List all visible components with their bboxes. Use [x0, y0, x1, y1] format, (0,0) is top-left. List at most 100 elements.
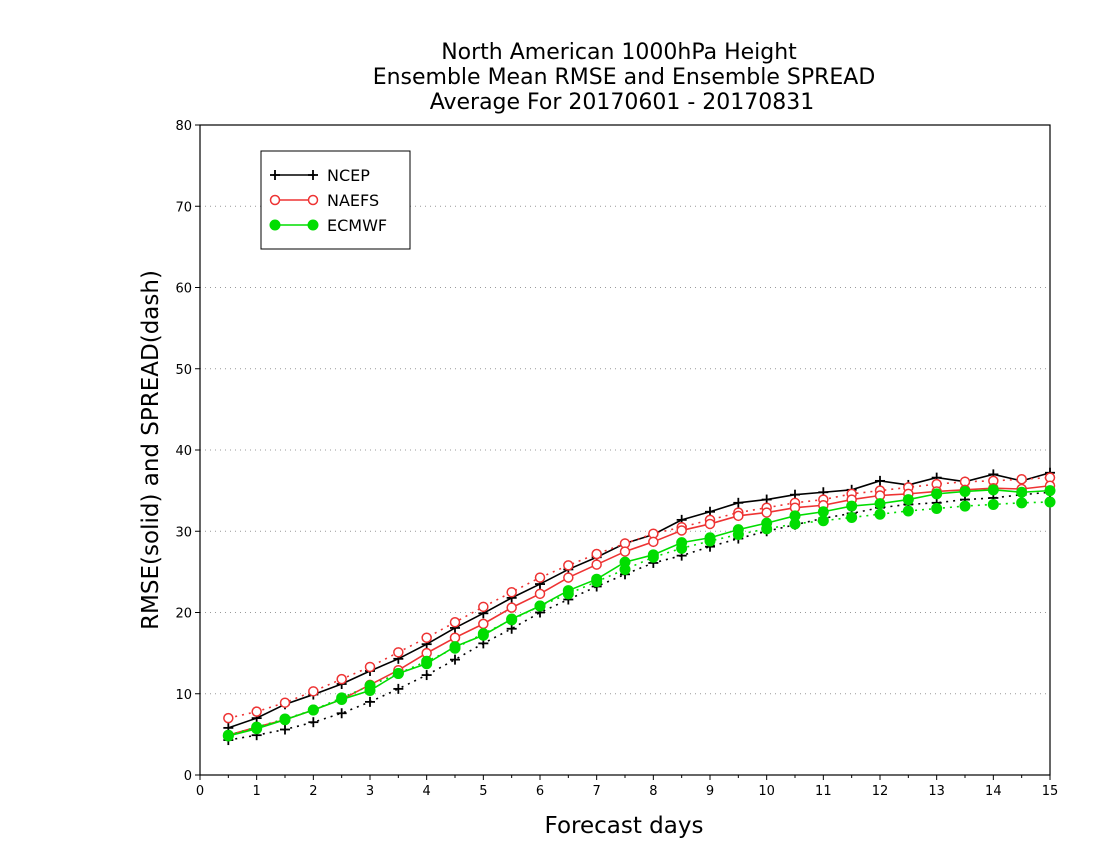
x-tick-label: 9 — [706, 784, 714, 799]
ncep-rmse-point — [733, 497, 744, 508]
x-tick-label: 5 — [479, 784, 487, 799]
ncep-spread-line — [228, 491, 1051, 741]
ecmwf-rmse-point — [449, 641, 461, 653]
naefs-rmse-point — [591, 559, 602, 570]
naefs-spread-point — [364, 661, 376, 673]
naefs-spread-point — [449, 617, 461, 628]
legend-marker — [308, 170, 318, 180]
ecmwf-rmse-point — [279, 714, 291, 726]
naefs-rmse-point — [534, 588, 546, 600]
ecmwf-rmse-point — [732, 524, 744, 536]
x-tick-label: 14 — [985, 784, 1002, 799]
x-axis-label: Forecast days — [545, 813, 704, 839]
y-tick-label: 60 — [175, 282, 192, 297]
title-line-3: Average For 20170601 - 20170831 — [430, 90, 815, 115]
ecmwf-rmse-point — [421, 658, 433, 670]
x-tick-label: 1 — [253, 784, 261, 799]
ecmwf-rmse-point — [704, 532, 716, 544]
ecmwf-spread-point — [902, 505, 914, 517]
ecmwf-spread-point — [987, 498, 999, 510]
plot-area — [222, 467, 1056, 746]
x-tick-label: 3 — [366, 784, 374, 799]
chart-title: North American 1000hPa Height Ensemble M… — [373, 40, 876, 115]
naefs-spread-point — [308, 686, 319, 697]
naefs-rmse-point — [733, 510, 744, 522]
y-tick-label: 80 — [175, 119, 192, 134]
ecmwf-spread-point — [1016, 497, 1028, 509]
ecmwf-rmse-point — [1044, 485, 1056, 497]
naefs-spread-point — [478, 601, 489, 613]
naefs-spread-point — [506, 586, 517, 598]
legend-entry-ncep: NCEP — [270, 166, 370, 185]
ecmwf-spread-line — [228, 501, 1051, 736]
ecmwf-rmse-line — [228, 489, 1051, 737]
ecmwf-rmse-point — [251, 723, 263, 735]
naefs-spread-point — [393, 647, 404, 658]
legend-marker — [307, 219, 319, 231]
ecmwf-rmse-point — [307, 704, 319, 716]
x-tick-label: 4 — [423, 784, 431, 799]
ncep-spread-point — [393, 683, 404, 694]
ecmwf-rmse-point — [647, 549, 659, 561]
ecmwf-spread-point — [931, 503, 943, 514]
ncep-spread-point — [421, 670, 432, 681]
legend-marker — [270, 170, 280, 180]
series-naefs — [223, 472, 1056, 741]
y-tick-label: 10 — [175, 688, 192, 703]
ecmwf-spread-point — [846, 511, 858, 523]
legend-entry-naefs: NAEFS — [269, 191, 379, 210]
ncep-rmse-point — [875, 475, 885, 486]
ecmwf-rmse-point — [534, 600, 546, 612]
ecmwf-rmse-point — [591, 573, 603, 585]
y-tick-label: 30 — [175, 525, 192, 540]
y-tick-label: 70 — [175, 200, 192, 215]
naefs-spread-point — [563, 560, 574, 571]
naefs-rmse-point — [648, 536, 659, 548]
ecmwf-rmse-point — [846, 500, 858, 512]
grid-lines — [200, 205, 1050, 695]
series-ecmwf — [222, 484, 1056, 742]
x-tick-label: 15 — [1042, 784, 1059, 799]
naefs-rmse-point — [506, 602, 517, 613]
legend-marker — [269, 194, 281, 206]
ecmwf-rmse-point — [987, 484, 999, 496]
title-line-1: North American 1000hPa Height — [441, 40, 797, 65]
ecmwf-spread-point — [874, 508, 886, 520]
naefs-rmse-line — [228, 484, 1051, 736]
ecmwf-spread-point — [1044, 496, 1056, 508]
ecmwf-rmse-point — [817, 506, 829, 518]
x-tick-label: 10 — [758, 784, 775, 799]
naefs-spread-point — [534, 572, 546, 583]
ncep-spread-point — [365, 696, 375, 707]
naefs-rmse-point — [676, 525, 687, 536]
ecmwf-rmse-point — [506, 613, 518, 625]
naefs-spread-point — [336, 673, 347, 685]
legend-label: NAEFS — [327, 191, 379, 210]
ecmwf-rmse-point — [676, 537, 688, 549]
ncep-spread-point — [280, 724, 290, 735]
ecmwf-spread-point — [959, 500, 971, 512]
ncep-spread-point — [506, 623, 517, 634]
ecmwf-rmse-point — [959, 485, 971, 497]
legend-marker — [307, 194, 319, 206]
ncep-spread-point — [336, 708, 347, 719]
ecmwf-rmse-point — [761, 517, 773, 529]
legend-entry-ecmwf: ECMWF — [269, 216, 387, 235]
naefs-rmse-point — [449, 632, 461, 643]
y-tick-label: 40 — [175, 444, 192, 459]
naefs-rmse-point — [704, 518, 716, 530]
legend-marker — [269, 219, 281, 231]
naefs-spread-line — [228, 476, 1051, 719]
x-tick-label: 12 — [872, 784, 889, 799]
ecmwf-rmse-point — [1016, 486, 1028, 498]
ecmwf-rmse-point — [392, 667, 404, 679]
x-tick-label: 7 — [593, 784, 601, 799]
naefs-spread-point — [223, 712, 234, 724]
y-tick-label: 0 — [184, 769, 192, 784]
ncep-spread-point — [450, 654, 460, 665]
x-tick-label: 6 — [536, 784, 544, 799]
ecmwf-rmse-point — [902, 494, 914, 506]
ecmwf-rmse-point — [931, 488, 943, 500]
